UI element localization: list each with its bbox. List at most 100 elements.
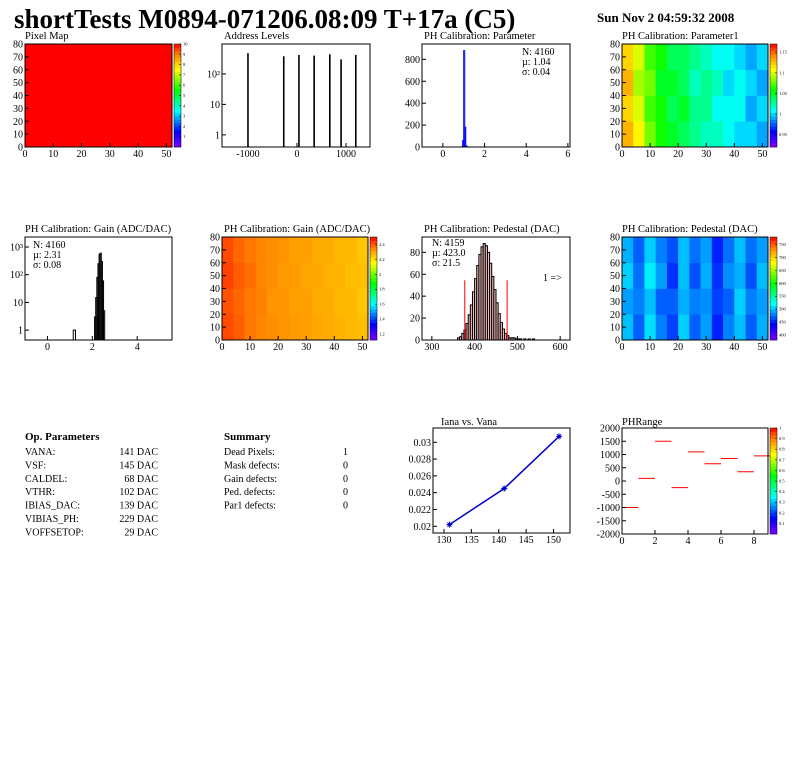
- colorbar-strip: [770, 288, 777, 293]
- heatmap-cell: [678, 237, 690, 264]
- colorbar-strip: [770, 445, 777, 450]
- colorbar-strip: [770, 267, 777, 272]
- colorbar-strip: [174, 140, 181, 144]
- x-tick-label: 6: [718, 536, 723, 547]
- stats-line: N: 4160: [33, 240, 66, 251]
- heatmap-cell: [723, 314, 735, 341]
- heatmap-cell: [311, 237, 324, 264]
- heatmap-cell: [756, 314, 769, 341]
- colorbar-strip: [370, 250, 377, 255]
- colorbar-frame: [769, 236, 778, 341]
- table-label: Dead Pixels:: [224, 447, 275, 458]
- heatmap-cell: [289, 314, 301, 341]
- y-tick-label: -500: [602, 490, 620, 501]
- y-tick-label: 80: [610, 40, 620, 51]
- y-tick-label: 30: [210, 297, 220, 308]
- colorbar-strip: [174, 122, 181, 127]
- heatmap-cell: [745, 121, 758, 148]
- colorbar-strip: [770, 95, 777, 100]
- y-tick-label: 1: [18, 326, 23, 337]
- heatmap-cell: [756, 262, 769, 289]
- x-tick-label: 4: [524, 149, 529, 160]
- colorbar-strip: [370, 274, 377, 279]
- z-tick-label: 1.05: [779, 91, 788, 96]
- colorbar-strip: [770, 81, 777, 86]
- colorbar-strip: [770, 498, 777, 503]
- colorbar-strip: [370, 305, 377, 310]
- heatmap-cell: [734, 69, 746, 96]
- heatmap-cell: [666, 95, 679, 122]
- heatmap-cell: [222, 314, 234, 341]
- x-tick-label: 140: [491, 535, 506, 546]
- x-tick-label: 30: [301, 342, 311, 353]
- heatmap-cell: [255, 314, 268, 341]
- heatmap-cell: [711, 237, 724, 264]
- y-tick-label: 0: [615, 143, 620, 154]
- colorbar-strip: [770, 281, 777, 286]
- z-tick-label: 0.7: [779, 457, 785, 462]
- heatmap-cell: [689, 69, 701, 96]
- table-label: VANA:: [25, 447, 55, 458]
- heatmap-cell: [622, 44, 634, 71]
- heatmap-cell: [700, 288, 713, 315]
- y-tick-label: -1500: [597, 516, 620, 527]
- heatmap-cell: [278, 262, 290, 289]
- heatmap-cell: [266, 262, 279, 289]
- colorbar-strip: [174, 116, 181, 120]
- x-tick-label: 40: [729, 342, 739, 353]
- heatmap-cell: [689, 288, 701, 315]
- panel-title: PHRange: [622, 417, 663, 428]
- y-tick-label: 10: [610, 130, 620, 141]
- y-tick-label: 0: [615, 336, 620, 347]
- colorbar-strip: [370, 243, 377, 248]
- heatmap-cell: [745, 262, 758, 289]
- x-tick-label: 4: [135, 342, 140, 353]
- colorbar-strip: [770, 71, 777, 76]
- heatmap-cell: [655, 95, 668, 122]
- colorbar-strip: [770, 435, 777, 439]
- y-tick-label: 0: [415, 143, 420, 154]
- x-tick-label: 2: [482, 149, 487, 160]
- heatmap-cell: [734, 314, 746, 341]
- colorbar-strip: [770, 61, 777, 65]
- colorbar-strip: [174, 133, 181, 137]
- x-tick-label: 0: [23, 149, 28, 160]
- heatmap-cell: [278, 314, 290, 341]
- z-tick-label: 1: [779, 426, 781, 431]
- colorbar-strip: [370, 285, 377, 289]
- table-value: 0: [343, 460, 348, 471]
- table-label: Gain defects:: [224, 474, 277, 485]
- y-tick-label: 1000: [600, 450, 620, 461]
- heatmap-cell: [633, 44, 645, 71]
- colorbar-strip: [770, 247, 777, 252]
- heatmap-cell: [734, 237, 746, 264]
- colorbar-strip: [770, 271, 777, 276]
- heatmap-cell: [311, 288, 324, 315]
- heatmap-cell: [678, 95, 690, 122]
- colorbar-strip: [770, 57, 777, 62]
- colorbar-strip: [770, 298, 777, 303]
- y-tick-label: -1000: [597, 503, 620, 514]
- table-value: 102 DAC: [119, 487, 158, 498]
- y-tick-label: 70: [610, 52, 620, 63]
- colorbar-strip: [174, 119, 181, 124]
- y-tick-label: 20: [610, 310, 620, 321]
- colorbar-strip: [770, 85, 777, 89]
- y-tick-label: 50: [210, 271, 220, 282]
- y-tick-label: 80: [210, 233, 220, 244]
- panel-title: PH Calibration: Gain (ADC/DAC): [224, 224, 371, 235]
- colorbar-strip: [770, 237, 777, 241]
- z-tick-label: 1.15: [779, 50, 788, 55]
- y-tick-label: 10: [13, 130, 23, 141]
- table-label: VIBIAS_PH:: [25, 514, 79, 525]
- spike: [247, 53, 249, 148]
- heatmap-cell: [633, 237, 645, 264]
- z-tick-label: 1: [183, 134, 185, 139]
- colorbar-strip: [770, 452, 777, 457]
- table-title: Op. Parameters: [25, 431, 100, 443]
- heatmap-cell: [689, 44, 701, 71]
- colorbar-strip: [174, 54, 181, 59]
- stats-line: N: 4160: [522, 47, 555, 58]
- y-tick-label: 500: [605, 463, 620, 474]
- y-tick-label: 60: [610, 258, 620, 269]
